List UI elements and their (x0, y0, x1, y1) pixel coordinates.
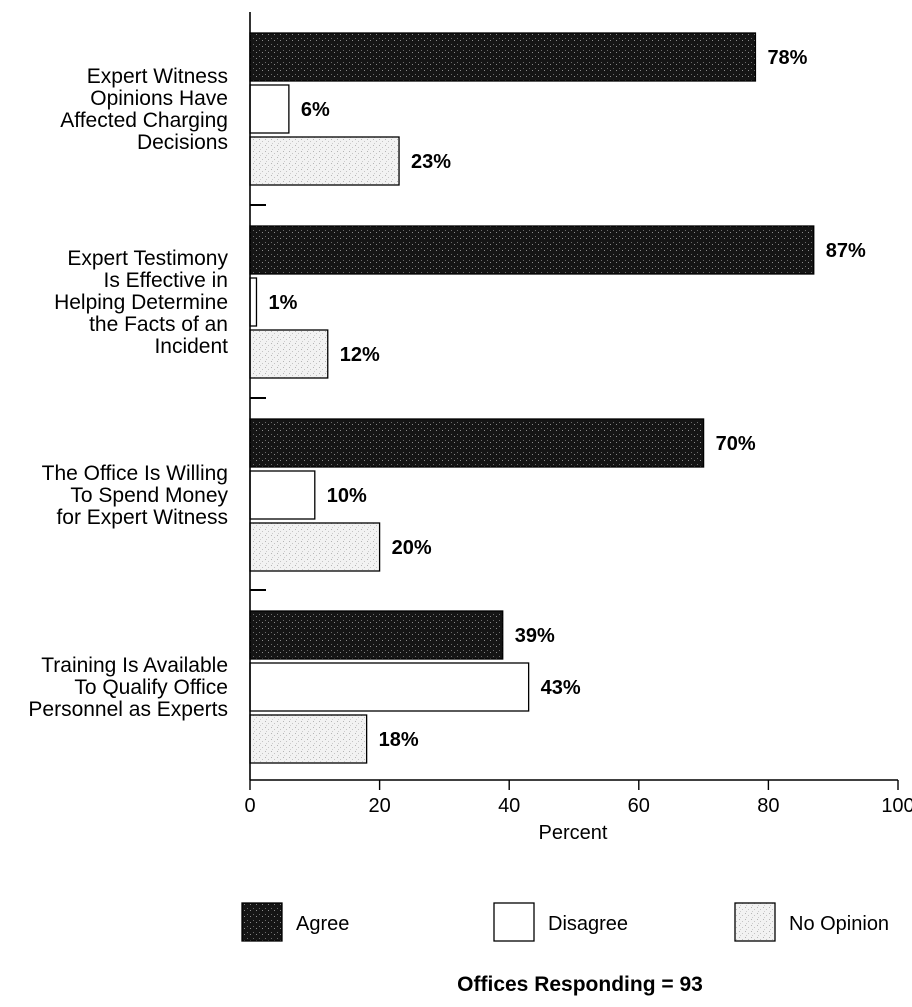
value-label-no-opinion-4: 18% (379, 729, 419, 751)
bar-agree-4 (249, 610, 504, 660)
legend-label-agree: Agree (296, 913, 349, 935)
x-axis-title: Percent (539, 822, 608, 844)
bar-disagree-4 (249, 662, 530, 712)
legend-swatch-agree (241, 902, 283, 942)
bar-disagree-3 (249, 470, 316, 520)
category-label-3-line-1: The Office Is Willing (42, 462, 228, 485)
category-label-3-line-2: To Spend Money (70, 484, 228, 507)
bar-disagree-2 (249, 277, 258, 327)
category-label-2-line-2: Is Effective in (103, 269, 228, 292)
x-tick-label-80: 80 (757, 795, 779, 817)
bar-no-opinion-2 (249, 329, 329, 379)
value-label-disagree-3: 10% (327, 485, 367, 507)
category-label-1-line-1: Expert Witness (87, 65, 228, 88)
category-label-2-line-5: Incident (154, 335, 228, 358)
legend-label-no-opinion: No Opinion (789, 913, 889, 935)
x-tick-label-100: 100 (881, 795, 912, 817)
x-tick-label-0: 0 (244, 795, 255, 817)
value-label-agree-3: 70% (716, 433, 756, 455)
value-label-disagree-2: 1% (268, 292, 297, 314)
value-label-agree-2: 87% (826, 240, 866, 262)
bar-agree-2 (249, 225, 815, 275)
legend-label-disagree: Disagree (548, 913, 628, 935)
value-label-agree-4: 39% (515, 625, 555, 647)
value-label-agree-1: 78% (767, 47, 807, 69)
x-tick-label-20: 20 (368, 795, 390, 817)
category-label-2-line-4: the Facts of an (89, 313, 228, 336)
x-tick-label-40: 40 (498, 795, 520, 817)
offices-responding-note: Offices Responding = 93 (457, 973, 703, 996)
bar-no-opinion-4 (249, 714, 368, 764)
category-label-3-line-3: for Expert Witness (56, 506, 228, 529)
value-label-no-opinion-1: 23% (411, 151, 451, 173)
bar-no-opinion-1 (249, 136, 400, 186)
bar-agree-3 (249, 418, 705, 468)
category-label-4-line-3: Personnel as Experts (28, 698, 228, 721)
bar-disagree-1 (249, 84, 290, 134)
value-label-disagree-4: 43% (541, 677, 581, 699)
bar-agree-1 (249, 32, 757, 82)
category-label-1-line-4: Decisions (137, 131, 228, 154)
category-label-1-line-2: Opinions Have (90, 87, 228, 110)
category-label-4-line-2: To Qualify Office (74, 676, 228, 699)
x-tick-label-60: 60 (628, 795, 650, 817)
category-label-2-line-1: Expert Testimony (67, 247, 228, 270)
category-label-4-line-1: Training Is Available (41, 654, 228, 677)
bar-no-opinion-3 (249, 522, 381, 572)
value-label-no-opinion-2: 12% (340, 344, 380, 366)
category-label-1-line-3: Affected Charging (60, 109, 228, 132)
legend-swatch-disagree (493, 902, 535, 942)
value-label-disagree-1: 6% (301, 99, 330, 121)
legend-swatch-no-opinion (734, 902, 776, 942)
value-label-no-opinion-3: 20% (392, 537, 432, 559)
category-label-2-line-3: Helping Determine (54, 291, 228, 314)
